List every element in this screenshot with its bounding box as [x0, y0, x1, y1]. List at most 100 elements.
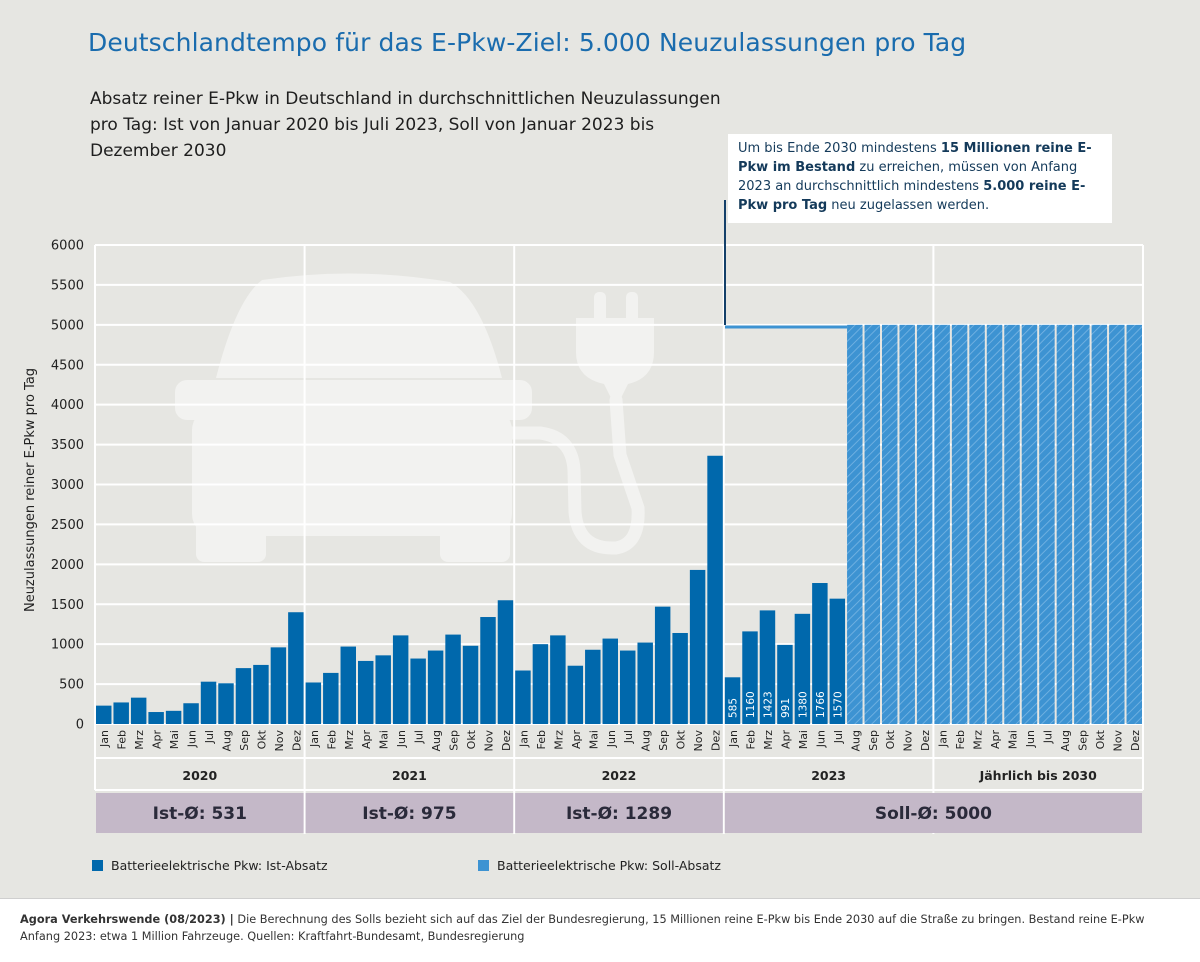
- bar-ist: [305, 682, 322, 724]
- bar-ist: [113, 702, 129, 724]
- x-tick-label: Mai: [168, 730, 181, 749]
- legend-item-ist: Batterieelektrische Pkw: Ist-Absatz: [92, 858, 328, 874]
- y-tick-label: 5500: [51, 278, 84, 293]
- y-tick-label: 1500: [51, 598, 84, 613]
- page-title: Deutschlandtempo für das E-Pkw-Ziel: 5.0…: [88, 28, 967, 57]
- y-tick-label: 3500: [51, 438, 84, 453]
- y-tick-label: 0: [76, 718, 84, 733]
- group-label: 2022: [602, 768, 637, 783]
- x-tick-label: Jan: [308, 730, 321, 748]
- bar-ist: [742, 631, 758, 724]
- bar-ist: [165, 710, 182, 724]
- bar-ist: [724, 677, 741, 724]
- x-tick-label: Mrz: [552, 730, 565, 750]
- x-tick-label: Okt: [675, 729, 688, 749]
- bar-soll: [934, 324, 950, 724]
- bar-soll: [969, 324, 985, 724]
- x-tick-label: Jan: [727, 730, 740, 748]
- x-tick-label: Sep: [867, 730, 880, 751]
- x-tick-label: Apr: [989, 730, 1002, 750]
- footer: Agora Verkehrswende (08/2023) | Die Bere…: [0, 898, 1200, 962]
- x-tick-label: Jul: [1041, 730, 1054, 744]
- bar-ist: [602, 638, 618, 724]
- bar-soll: [1091, 324, 1108, 724]
- x-tick-label: Okt: [1094, 729, 1107, 749]
- x-tick-label: Jun: [605, 730, 618, 748]
- bar-ist: [497, 600, 514, 724]
- bar-soll: [951, 324, 968, 724]
- x-tick-label: Apr: [360, 730, 373, 750]
- average-band: [305, 793, 514, 833]
- y-tick-label: 1000: [51, 638, 84, 653]
- x-tick-label: Jun: [186, 730, 199, 748]
- legend-item-soll: Batterieelektrische Pkw: Soll-Absatz: [478, 858, 721, 874]
- group-label: 2020: [182, 768, 217, 783]
- bar-soll: [916, 324, 933, 724]
- bar-ist: [148, 712, 164, 724]
- bar-ist: [288, 612, 304, 724]
- x-tick-label: Mrz: [133, 730, 146, 750]
- bar-ist: [654, 606, 671, 724]
- bar-ist: [550, 635, 566, 724]
- x-tick-label: Nov: [483, 730, 496, 752]
- bar-ist: [183, 703, 199, 724]
- x-tick-label: Nov: [1111, 730, 1124, 752]
- bar-soll: [899, 324, 915, 724]
- bar-ist: [445, 634, 461, 724]
- x-tick-label: Apr: [151, 730, 164, 750]
- x-tick-label: Okt: [255, 729, 268, 749]
- y-axis-label: Neuzulassungen reiner E-Pkw pro Tag: [23, 368, 38, 612]
- group-label: 2023: [811, 768, 846, 783]
- bar-ist: [567, 665, 584, 724]
- y-tick-label: 3000: [51, 478, 84, 493]
- car-silhouette-icon: [175, 273, 532, 562]
- x-tick-label: Feb: [535, 730, 548, 749]
- bar-soll: [1039, 324, 1055, 724]
- bar-value-label: 1380: [797, 691, 809, 718]
- bar-ist: [218, 683, 234, 724]
- y-tick-label: 2500: [51, 518, 84, 533]
- bar-ist: [637, 642, 653, 724]
- x-tick-label: Jun: [1024, 730, 1037, 748]
- bar-ist: [96, 705, 112, 724]
- average-band: [96, 793, 304, 833]
- x-tick-label: Sep: [1076, 730, 1089, 751]
- bar-value-label: 1570: [832, 691, 844, 718]
- bar-soll: [847, 324, 863, 724]
- y-tick-label: 6000: [51, 239, 84, 254]
- bar-soll: [1074, 324, 1090, 724]
- x-tick-label: Dez: [710, 730, 723, 751]
- x-tick-label: Apr: [570, 730, 583, 750]
- bar-soll: [1109, 324, 1125, 724]
- bar-ist: [759, 610, 776, 724]
- x-tick-label: Feb: [116, 730, 129, 749]
- chart-subtitle: Absatz reiner E-Pkw in Deutschland in du…: [90, 89, 721, 161]
- bar-ist: [323, 672, 339, 724]
- x-tick-label: Sep: [448, 730, 461, 751]
- x-tick-label: Feb: [745, 730, 758, 749]
- x-tick-label: Dez: [290, 730, 303, 751]
- x-tick-label: Dez: [919, 730, 932, 751]
- x-tick-label: Feb: [325, 730, 338, 749]
- average-label: Soll-Ø: 5000: [875, 804, 992, 824]
- x-tick-label: Jul: [832, 730, 845, 744]
- x-tick-label: Jul: [413, 730, 426, 744]
- bar-ist: [532, 644, 549, 724]
- bar-ist: [462, 645, 479, 724]
- x-tick-label: Jan: [937, 730, 950, 748]
- bar-ist: [340, 646, 356, 724]
- average-label: Ist-Ø: 531: [153, 804, 247, 824]
- x-tick-label: Nov: [692, 730, 705, 752]
- bar-value-label: 991: [780, 698, 792, 718]
- background-icons: [175, 273, 654, 562]
- x-tick-label: Jan: [517, 730, 530, 748]
- x-tick-label: Mai: [1007, 730, 1020, 749]
- bar-ist: [130, 697, 147, 724]
- x-tick-label: Okt: [884, 729, 897, 749]
- x-tick-label: Aug: [430, 730, 443, 751]
- bar-ist: [812, 583, 828, 724]
- bar-soll: [882, 324, 898, 724]
- y-tick-label: 2000: [51, 558, 84, 573]
- bar-ist: [392, 635, 409, 724]
- x-tick-label: Sep: [238, 730, 251, 751]
